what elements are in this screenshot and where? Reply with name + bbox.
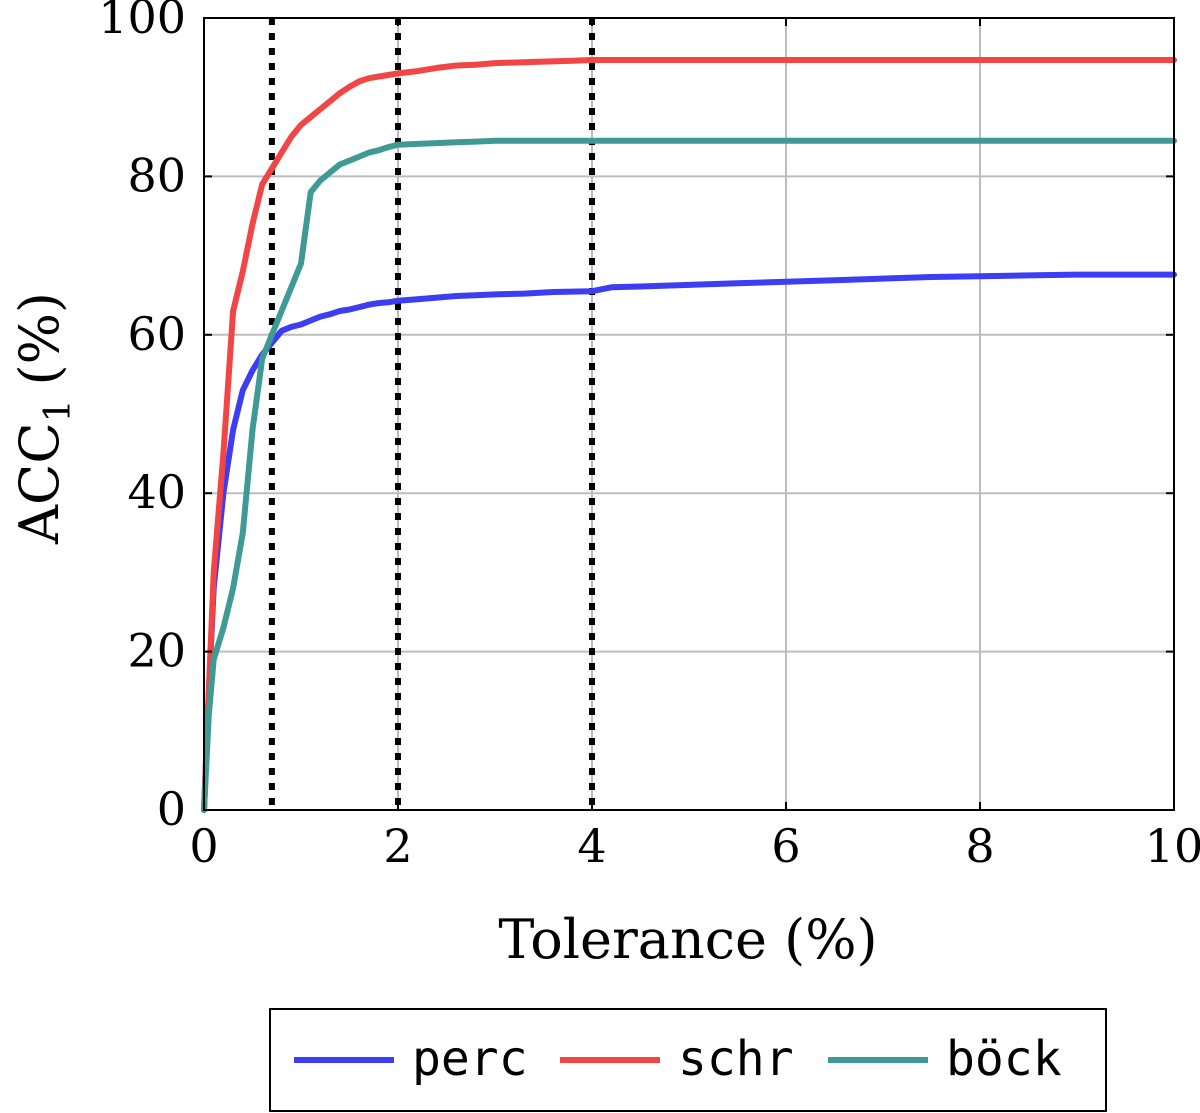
- series-line-schr: [201, 57, 1177, 813]
- series-line-böck: [201, 137, 1177, 813]
- x-tick-label-8: 8: [965, 819, 994, 873]
- y-axis-title-unit: (%): [8, 292, 71, 385]
- y-axis-title-main: ACC: [8, 422, 71, 545]
- reference-lines: [268, 18, 595, 810]
- grid: [203, 17, 1175, 811]
- y-tick-label-100: 100: [98, 0, 186, 44]
- plot-frame: [203, 17, 1175, 811]
- legend-label-böck: böck: [946, 1031, 1062, 1087]
- legend-box: [269, 1008, 1107, 1112]
- y-axis-title-subscript: 1: [38, 399, 79, 422]
- x-tick-label-2: 2: [383, 819, 412, 873]
- y-tick-label-0: 0: [157, 782, 186, 836]
- x-tick-label-0: 0: [189, 819, 218, 873]
- y-tick-label-80: 80: [127, 148, 186, 202]
- x-tick-label-4: 4: [577, 819, 606, 873]
- series-line-perc: [201, 271, 1177, 813]
- y-tick-label-40: 40: [127, 465, 186, 519]
- x-axis-title: Tolerance (%): [498, 908, 877, 971]
- y-tick-label-20: 20: [127, 624, 186, 678]
- legend-label-schr: schr: [678, 1031, 794, 1087]
- x-tick-label-10: 10: [1145, 819, 1200, 873]
- series-lines: [201, 57, 1177, 813]
- legend: perc schr böck: [269, 1008, 1107, 1112]
- y-tick-label-60: 60: [127, 307, 186, 361]
- y-axis-title: ACC1 (%): [8, 292, 79, 545]
- legend-label-perc: perc: [412, 1031, 528, 1087]
- svg-text:ACC1(%): ACC1 (%): [8, 292, 79, 545]
- x-tick-label-6: 6: [771, 819, 800, 873]
